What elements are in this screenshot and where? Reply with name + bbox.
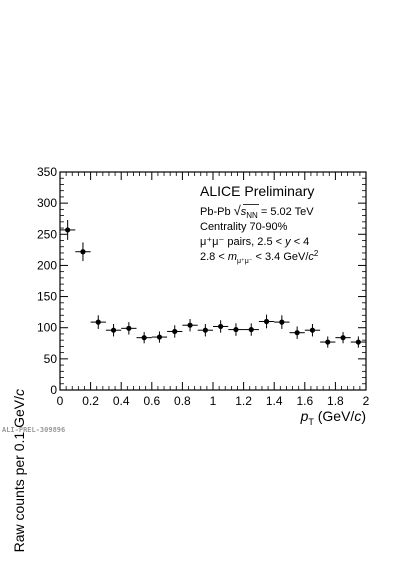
x-tick-label: 1.2 [235,394,252,408]
annotation-block: ALICE Preliminary Pb-Pb √sNN = 5.02 TeV … [200,183,319,265]
data-point [340,335,346,341]
data-point [218,323,224,330]
data-point [263,318,270,325]
y-tick-label: 100 [37,321,57,335]
preliminary-id-label: ALI-PREL-309896 [2,426,65,434]
x-tick-label: 0.4 [113,394,130,408]
y-tick-label: 0 [50,383,57,397]
axis-ticks [59,171,367,391]
x-tick-label: 1.6 [296,394,313,408]
data-points [60,219,366,348]
tick-labels: 0 0.2 0.4 0.6 0.8 1 1.2 1.4 1.6 1.8 2 0 50 100 150 200 2… [37,165,370,408]
data-point [294,330,300,336]
annotation-collision-system: Pb-Pb √sNN = 5.02 TeV [200,203,314,220]
annotation-pair-selection: μ⁺μ⁻ pairs, 2.5 < y < 4 [200,236,309,248]
y-tick-label: 250 [37,227,57,241]
data-point [80,249,86,255]
y-tick-label: 300 [37,196,57,210]
data-point [248,326,254,333]
data-point [172,328,178,335]
data-point [65,227,71,233]
x-tick-label: 0 [57,394,64,408]
x-tick-label: 1 [210,394,217,408]
data-point [126,325,132,331]
x-tick-label: 0.6 [143,394,160,408]
data-point [233,326,239,333]
x-tick-label: 0.8 [174,394,191,408]
y-tick-label: 350 [37,165,57,179]
y-tick-label: 50 [44,352,58,366]
data-point [110,327,117,333]
y-axis-title: Raw counts per 0.1 GeV/c [11,389,27,552]
annotation-centrality: Centrality 70-90% [200,221,288,233]
x-tick-label: 1.4 [266,394,283,408]
data-point [325,339,331,345]
x-axis-title: pT (GeV/c) [300,408,366,427]
annotation-alice-preliminary: ALICE Preliminary [200,183,314,199]
data-point [355,339,361,345]
data-point [279,319,285,325]
data-point [309,327,316,333]
y-tick-label: 150 [37,290,57,304]
x-tick-label: 1.8 [327,394,344,408]
data-point [141,335,147,341]
data-point [156,334,163,340]
annotation-mass-window: 2.8 < mμ⁺μ⁻ < 3.4 GeV/c2 [200,249,319,265]
data-point [95,319,101,325]
plot-frame [59,171,367,391]
y-tick-label: 200 [37,258,57,272]
x-tick-label: 0.2 [82,394,99,408]
data-point [202,327,208,333]
data-point [187,322,193,328]
x-tick-label: 2 [363,394,370,408]
